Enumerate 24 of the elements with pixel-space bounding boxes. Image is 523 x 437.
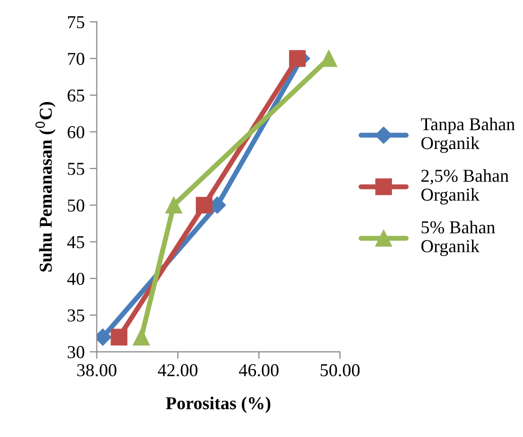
y-tick-label: 60	[68, 126, 84, 138]
y-tick-label: 45	[67, 236, 84, 248]
y-tick-label: 30	[68, 346, 84, 358]
y-axis-title: Suhu Pemanasan ($^{0}$C)	[35, 102, 56, 272]
y-tick-label: 40	[67, 272, 84, 285]
x-axis-title: Porositas (%)	[166, 396, 270, 414]
y-tick-label: 50	[68, 199, 84, 212]
y-tick-label: 75	[68, 16, 84, 28]
point	[110, 328, 128, 346]
y-tick-label: 70	[68, 52, 84, 65]
point	[196, 196, 212, 214]
y-tick-label: 65	[68, 89, 84, 102]
legend-label: Tanpa Bahan Organik	[420, 118, 515, 153]
x-tick-label: 46.00	[238, 364, 279, 376]
legend-label: 2,5% Bahan Organik	[421, 169, 509, 204]
y-tick-label: 35	[68, 309, 84, 322]
x-tick-label: 50.00	[320, 364, 360, 376]
point	[133, 328, 150, 346]
x-tick-label: 38.00	[77, 364, 116, 376]
legend-label: 5% Bahan Organik	[421, 220, 496, 256]
y-tick-label: 55	[68, 162, 84, 175]
x-tick-label: 42.00	[158, 364, 198, 376]
point	[165, 196, 182, 214]
point	[289, 50, 306, 67]
